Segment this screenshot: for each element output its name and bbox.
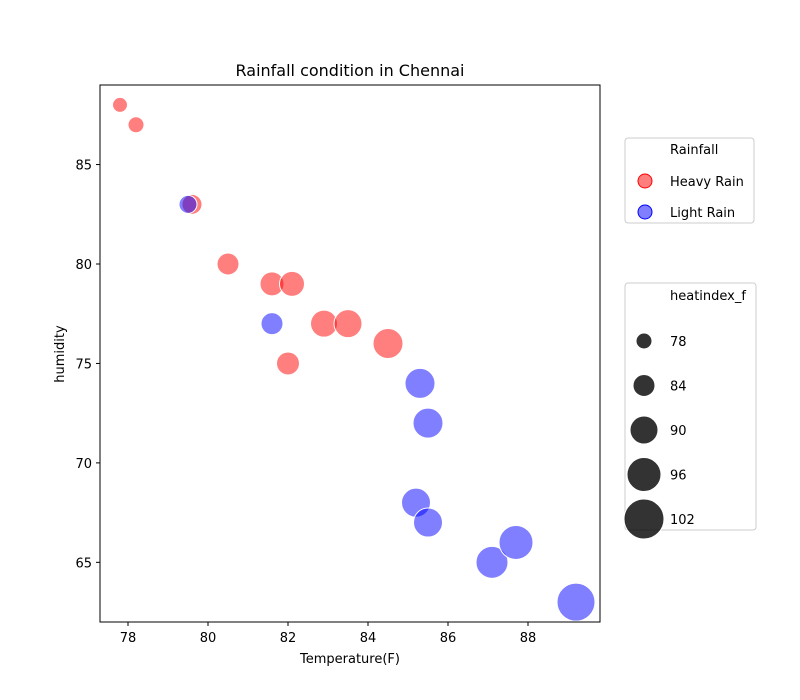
size-legend-label: 84 xyxy=(670,380,687,395)
point-heavy-rain xyxy=(310,309,338,338)
heatindex-legend: heatindex_f 78 84 90 96 102 xyxy=(623,282,757,540)
y-tick-label: 75 xyxy=(75,357,92,372)
x-tick-label: 84 xyxy=(360,631,377,646)
size-legend-label: 78 xyxy=(670,335,687,350)
size-legend-marker xyxy=(632,374,656,397)
point-light-rain xyxy=(498,524,534,560)
x-tick-label: 80 xyxy=(200,631,217,646)
y-tick-label: 70 xyxy=(75,457,92,472)
legend-marker-heavy-rain xyxy=(637,173,653,189)
y-tick-label: 85 xyxy=(75,159,92,174)
point-light-rain xyxy=(404,367,436,399)
point-light-rain xyxy=(475,545,509,579)
point-heavy-rain xyxy=(112,96,128,113)
legend-label-light-rain: Light Rain xyxy=(670,206,735,221)
point-light-rain xyxy=(412,407,444,439)
scatter-points xyxy=(112,96,596,622)
size-legend-marker xyxy=(629,415,659,445)
legend-label-heavy-rain: Heavy Rain xyxy=(670,175,744,190)
size-legend-marker xyxy=(626,457,662,492)
rainfall-legend-frame xyxy=(624,137,755,224)
point-light-rain xyxy=(556,582,596,622)
point-heavy-rain xyxy=(279,270,305,297)
size-legend-marker xyxy=(635,332,653,350)
point-light-rain xyxy=(413,507,443,538)
point-heavy-rain xyxy=(276,351,300,376)
size-legend-label: 96 xyxy=(670,469,687,484)
size-legend-marker xyxy=(623,498,665,540)
y-tick-label: 65 xyxy=(75,556,92,571)
legend-marker-light-rain xyxy=(637,204,653,220)
y-tick-label: 80 xyxy=(75,258,92,273)
x-tick-label: 88 xyxy=(520,631,537,646)
x-tick-label: 86 xyxy=(440,631,457,646)
heatindex-legend-frame xyxy=(624,282,757,531)
point-heavy-rain xyxy=(216,252,240,276)
x-axis-label: Temperature(F) xyxy=(299,652,400,667)
y-axis: 65 70 75 80 85 xyxy=(75,159,100,571)
heatindex-legend-title: heatindex_f xyxy=(670,289,746,304)
point-heavy-rain xyxy=(372,328,404,360)
size-legend-label: 90 xyxy=(670,424,687,439)
plot-area: 78 80 82 84 86 88 65 70 75 80 85 xyxy=(75,84,601,646)
point-light-rain xyxy=(178,194,198,214)
x-tick-label: 82 xyxy=(280,631,297,646)
plot-frame xyxy=(99,84,601,623)
size-legend-label: 102 xyxy=(670,513,695,528)
point-light-rain xyxy=(260,312,284,336)
rainfall-legend-title: Rainfall xyxy=(670,143,718,158)
point-heavy-rain xyxy=(333,309,363,339)
rainfall-legend: Rainfall Heavy Rain Light Rain xyxy=(624,137,755,224)
y-axis-label: humidity xyxy=(53,325,68,383)
x-tick-label: 78 xyxy=(120,631,137,646)
x-axis: 78 80 82 84 86 88 xyxy=(120,622,537,646)
chart-title: Rainfall condition in Chennai xyxy=(236,61,465,80)
point-heavy-rain xyxy=(127,116,145,134)
